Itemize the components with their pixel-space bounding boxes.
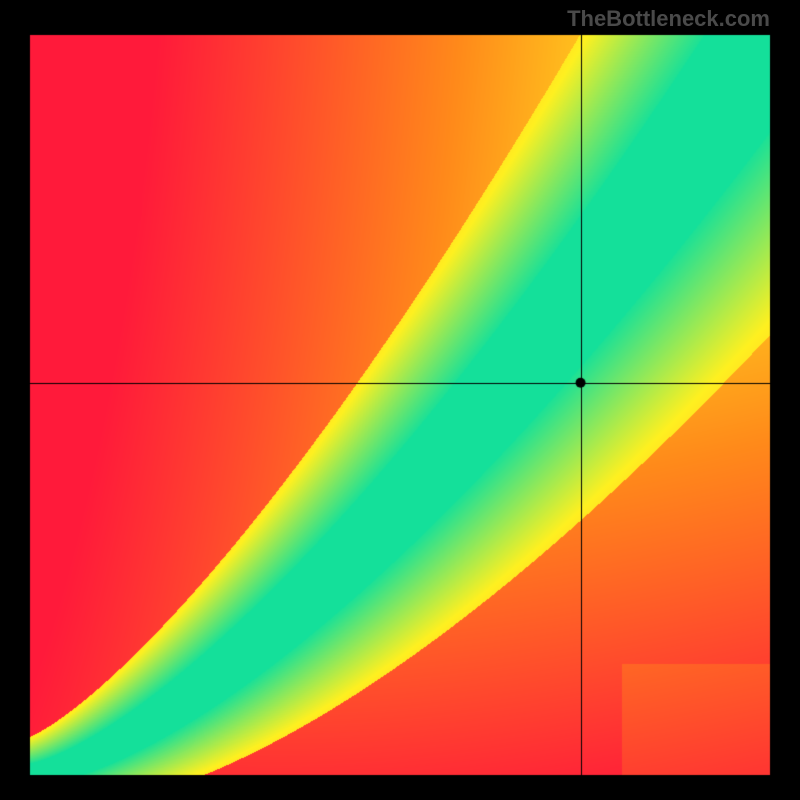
chart-container: { "watermark": { "text": "TheBottleneck.… bbox=[0, 0, 800, 800]
bottleneck-heatmap bbox=[0, 0, 800, 800]
watermark-text: TheBottleneck.com bbox=[567, 6, 770, 32]
